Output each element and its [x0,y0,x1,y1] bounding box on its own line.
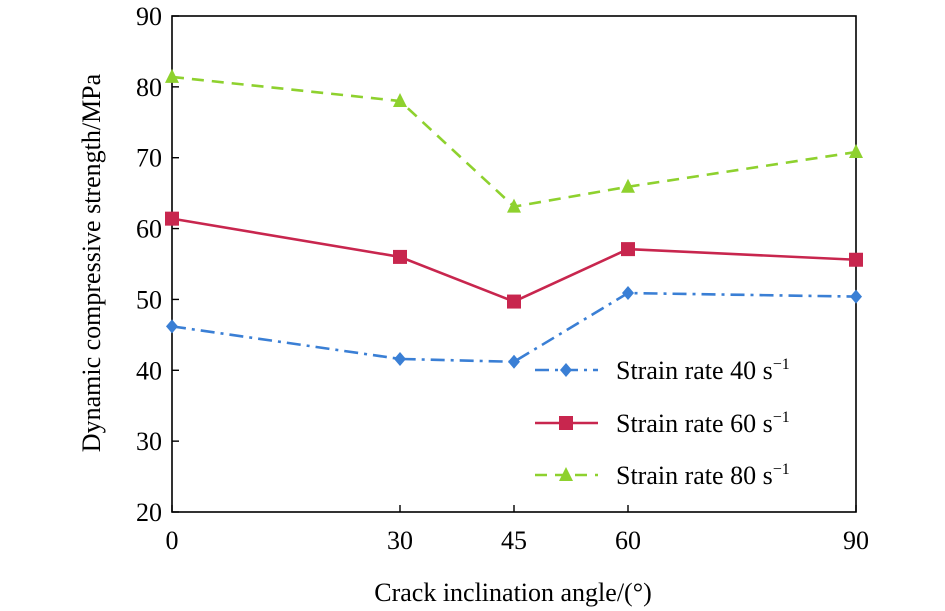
legend-marker [559,416,573,430]
series-line [171,291,857,364]
y-tick-label: 30 [136,427,162,456]
legend: Strain rate 40 s−1 Strain rate 60 s−1 Stra… [535,356,790,490]
series-3 [165,68,863,213]
series-line [171,75,857,208]
y-tick-label: 90 [136,2,162,31]
legend-label: Strain rate 40 s−1 [616,356,790,385]
data-point [166,319,178,334]
y-axis-title: Dynamic compressive strength/MPa [77,73,106,452]
data-point [165,68,179,83]
legend-item: Strain rate 60 s−1 [535,409,790,438]
legend-marker [559,467,573,481]
data-point [849,252,863,267]
y-tick-label: 60 [136,215,162,244]
data-point [507,294,521,309]
series-2 [165,211,863,309]
x-tick-label: 30 [387,526,413,555]
y-tick-label: 70 [136,144,162,173]
data-point [850,289,862,304]
y-tick-label: 80 [136,73,162,102]
data-point [165,211,179,226]
x-tick-label: 90 [843,526,869,555]
legend-item: Strain rate 80 s−1 [535,461,790,490]
data-point [393,93,407,108]
data-point [621,178,635,193]
x-tick-label: 45 [501,526,527,555]
y-tick-label: 50 [136,285,162,314]
data-point [508,354,520,369]
data-point [849,144,863,159]
y-axis-ticks: 20 30 40 50 60 70 80 90 [136,2,179,527]
series-line [171,217,857,303]
legend-marker [560,363,572,377]
y-tick-label: 40 [136,356,162,385]
legend-label: Strain rate 60 s−1 [616,409,790,438]
legend-item: Strain rate 40 s−1 [535,356,790,385]
data-point [507,198,521,213]
data-point [622,286,634,301]
x-axis-title: Crack inclination angle/(°) [374,578,652,607]
series-1 [166,286,862,369]
x-axis-ticks: 0 30 45 60 90 [166,505,869,555]
series-layer [165,68,863,369]
data-point [621,242,635,257]
x-tick-label: 60 [615,526,641,555]
data-point [394,351,406,366]
legend-label: Strain rate 80 s−1 [616,461,790,490]
y-tick-label: 20 [136,498,162,527]
x-tick-label: 0 [166,526,179,555]
data-point [393,249,407,264]
